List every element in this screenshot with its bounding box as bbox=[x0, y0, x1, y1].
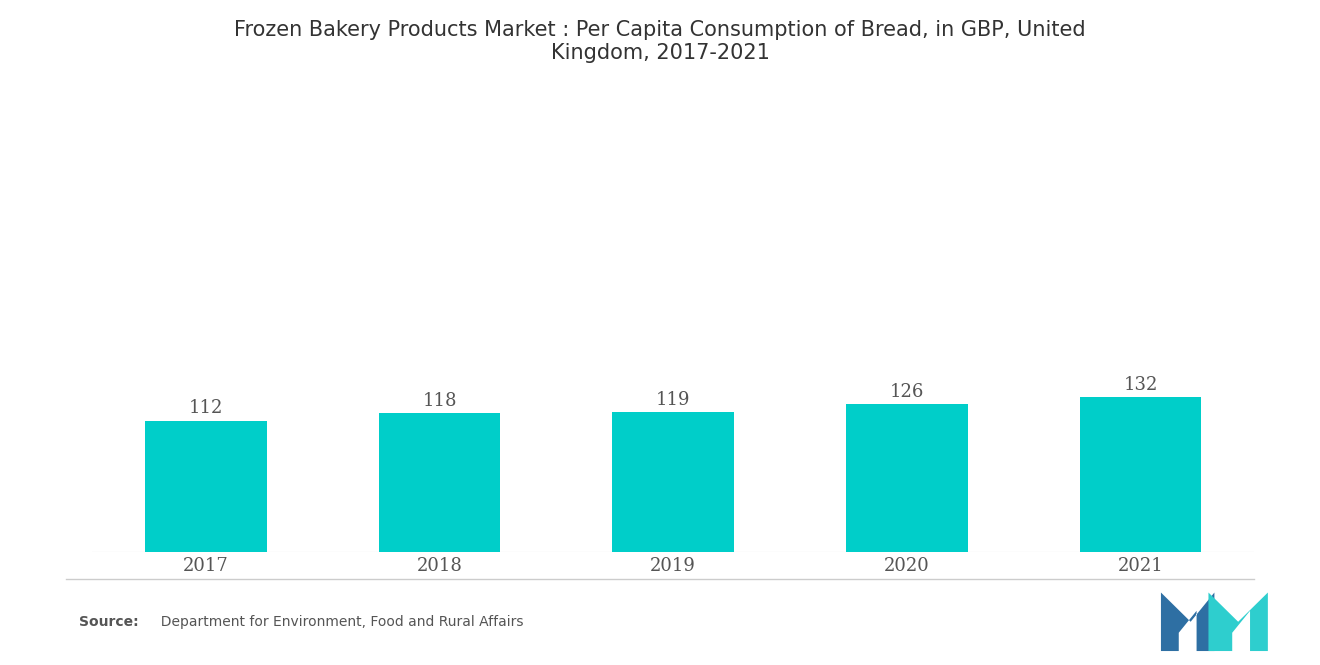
Polygon shape bbox=[1162, 593, 1214, 651]
Bar bbox=[846, 404, 968, 552]
Text: Frozen Bakery Products Market : Per Capita Consumption of Bread, in GBP, United
: Frozen Bakery Products Market : Per Capi… bbox=[234, 20, 1086, 63]
Text: 132: 132 bbox=[1123, 376, 1158, 394]
Bar bbox=[379, 414, 500, 552]
Text: Department for Environment, Food and Rural Affairs: Department for Environment, Food and Rur… bbox=[152, 614, 523, 629]
Text: 126: 126 bbox=[890, 382, 924, 400]
Text: 118: 118 bbox=[422, 392, 457, 410]
Text: 119: 119 bbox=[656, 391, 690, 409]
Bar bbox=[612, 412, 734, 552]
Text: Source:: Source: bbox=[79, 614, 139, 629]
Text: 112: 112 bbox=[189, 399, 223, 417]
Polygon shape bbox=[1209, 593, 1267, 651]
Bar bbox=[145, 420, 267, 552]
Bar bbox=[1080, 397, 1201, 552]
